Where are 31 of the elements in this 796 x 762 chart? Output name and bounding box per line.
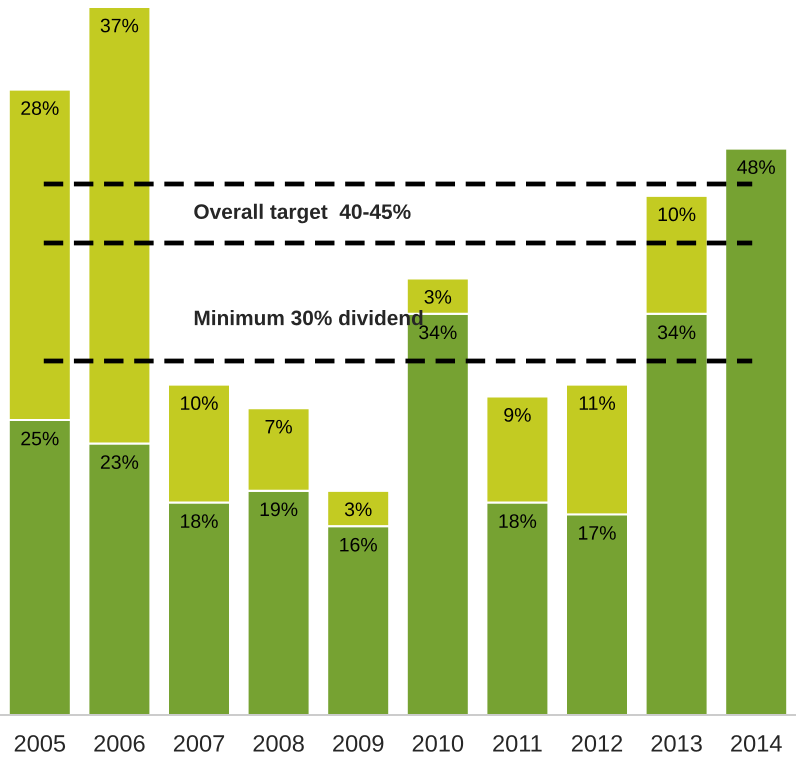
x-tick-label: 2012: [572, 735, 622, 752]
data-label: 18%: [499, 514, 536, 528]
data-label: 23%: [100, 455, 138, 469]
x-tick-label: 2005: [14, 735, 66, 752]
x-tick-label: 2014: [731, 735, 782, 752]
data-label: 11%: [580, 396, 616, 410]
data-label: 48%: [737, 160, 775, 174]
data-label: 37%: [100, 18, 138, 32]
data-label: 17%: [579, 526, 616, 540]
data-label: 34%: [658, 325, 696, 340]
data-label: 3%: [344, 502, 372, 516]
data-label: 28%: [21, 101, 59, 115]
ref-line-label: Overall target 40-45%: [194, 204, 411, 224]
x-tick-label: 2008: [254, 735, 304, 752]
x-tick-label: 2013: [652, 735, 702, 752]
data-label: 25%: [21, 432, 59, 446]
data-label: 10%: [658, 207, 696, 222]
data-label: 34%: [419, 325, 457, 340]
x-tick-label: 2010: [412, 735, 464, 752]
x-tick-label: 2009: [333, 735, 384, 752]
data-label: 16%: [340, 538, 377, 552]
data-label: 7%: [266, 420, 292, 434]
x-tick-label: 2006: [94, 735, 145, 752]
x-tick-label: 2011: [493, 735, 542, 752]
data-label: 3%: [424, 290, 452, 304]
bar: [724, 148, 788, 715]
data-label: 10%: [181, 396, 218, 410]
data-label: 18%: [181, 514, 218, 528]
x-tick-label: 2007: [174, 735, 224, 752]
data-label: 9%: [504, 408, 531, 422]
data-label: 19%: [260, 502, 298, 516]
